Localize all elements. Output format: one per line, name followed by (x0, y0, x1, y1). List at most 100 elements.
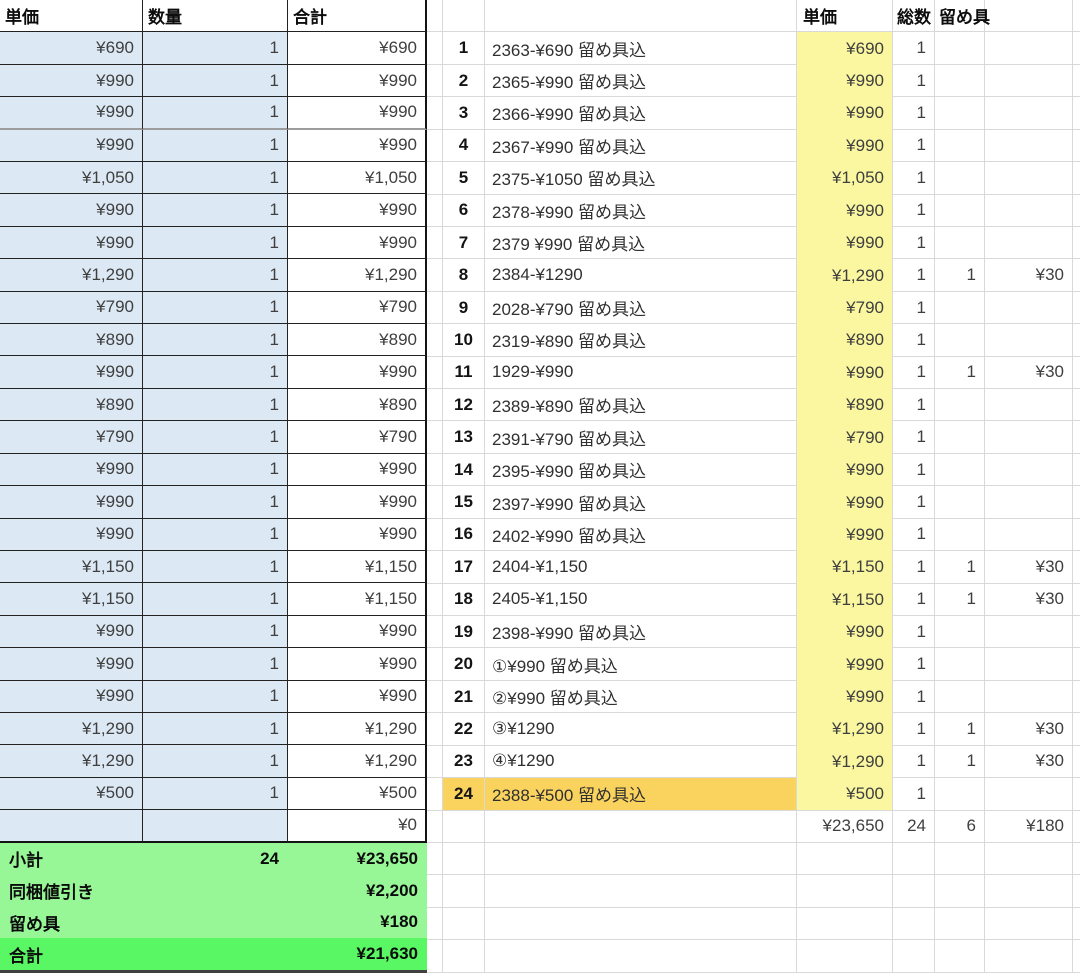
total-count-cell[interactable]: 1 (893, 486, 935, 519)
unit-price-cell[interactable]: ¥990 (797, 64, 893, 98)
clasp-amount-cell[interactable] (985, 421, 1073, 454)
clasp-count-cell[interactable] (935, 291, 985, 325)
row-number-cell[interactable]: 15 (443, 486, 485, 519)
row-number-cell[interactable]: 24 (443, 778, 485, 811)
clasp-count-cell[interactable] (935, 453, 985, 487)
unit-price-cell[interactable]: ¥790 (0, 291, 143, 325)
totals-count[interactable]: 24 (893, 810, 935, 843)
total-cell[interactable]: ¥1,150 (288, 583, 427, 616)
clasp-count-cell[interactable]: 1 (935, 745, 985, 779)
total-cell[interactable]: ¥890 (288, 324, 427, 357)
total-count-cell[interactable]: 1 (893, 129, 935, 163)
clasp-amount-cell[interactable] (985, 616, 1073, 649)
row-number-cell[interactable]: 8 (443, 259, 485, 292)
row-number-cell[interactable]: 5 (443, 162, 485, 195)
item-description-cell[interactable]: 2397-¥990 留め具込 (485, 486, 797, 519)
item-description-cell[interactable]: ③¥1290 (485, 713, 797, 746)
bundle-discount-quantity[interactable] (143, 874, 288, 907)
item-description-cell[interactable]: 2028-¥790 留め具込 (485, 291, 797, 325)
clasp-amount[interactable]: ¥180 (288, 906, 427, 939)
row-number-cell[interactable]: 7 (443, 226, 485, 260)
unit-price-cell[interactable]: ¥990 (797, 97, 893, 130)
quantity-cell[interactable]: 1 (143, 777, 288, 811)
quantity-cell[interactable]: 1 (143, 291, 288, 325)
unit-price-cell[interactable]: ¥1,150 (0, 550, 143, 584)
quantity-cell[interactable]: 1 (143, 518, 288, 551)
quantity-cell[interactable]: 1 (143, 129, 288, 163)
clasp-amount-cell[interactable] (985, 194, 1073, 227)
item-description-cell[interactable]: 2391-¥790 留め具込 (485, 421, 797, 454)
unit-price-cell[interactable]: ¥500 (0, 777, 143, 811)
clasp-count-cell[interactable] (935, 518, 985, 552)
unit-price-cell[interactable]: ¥1,290 (0, 745, 143, 778)
total-count-cell[interactable]: 1 (893, 518, 935, 552)
clasp-amount-cell[interactable] (985, 518, 1073, 552)
unit-price-cell[interactable]: ¥990 (0, 453, 143, 487)
unit-price-cell[interactable]: ¥690 (797, 32, 893, 65)
item-description-cell[interactable]: 2378-¥990 留め具込 (485, 194, 797, 227)
unit-price-cell[interactable]: ¥990 (0, 129, 143, 163)
quantity-cell[interactable]: 1 (143, 356, 288, 389)
unit-price-cell[interactable]: ¥1,290 (0, 712, 143, 746)
clasp-count-cell[interactable] (935, 389, 985, 422)
item-description-cell[interactable]: 2398-¥990 留め具込 (485, 616, 797, 649)
clasp-count-cell[interactable] (935, 486, 985, 519)
total-count-cell[interactable]: 1 (893, 680, 935, 714)
total-cell[interactable]: ¥990 (288, 680, 427, 713)
row-number-cell[interactable]: 1 (443, 32, 485, 65)
item-description-cell[interactable]: 1929-¥990 (485, 356, 797, 390)
left-header-unit-price[interactable]: 単価 (0, 0, 143, 33)
clasp-count-cell[interactable] (935, 162, 985, 195)
quantity-cell[interactable]: 1 (143, 194, 288, 227)
left-header-total[interactable]: 合計 (288, 0, 427, 33)
row-number-cell[interactable]: 12 (443, 389, 485, 422)
clasp-count-cell[interactable] (935, 324, 985, 357)
total-cell[interactable]: ¥990 (288, 226, 427, 260)
item-description-cell[interactable]: 2363-¥690 留め具込 (485, 32, 797, 65)
quantity-cell[interactable]: 1 (143, 712, 288, 746)
total-count-cell[interactable]: 1 (893, 583, 935, 617)
bundle-discount-amount[interactable]: ¥2,200 (288, 874, 427, 907)
unit-price-cell[interactable]: ¥990 (0, 486, 143, 519)
item-description-cell[interactable]: 2389-¥890 留め具込 (485, 389, 797, 422)
total-cell[interactable]: ¥1,290 (288, 712, 427, 746)
clasp-quantity[interactable] (143, 906, 288, 939)
clasp-count-cell[interactable] (935, 194, 985, 227)
total-count-cell[interactable]: 1 (893, 453, 935, 487)
total-count-cell[interactable]: 1 (893, 226, 935, 260)
total-cell[interactable]: ¥990 (288, 129, 427, 163)
row-number-cell[interactable]: 14 (443, 453, 485, 487)
clasp-count-cell[interactable] (935, 97, 985, 130)
unit-price-cell[interactable]: ¥990 (0, 356, 143, 389)
item-description-cell[interactable]: 2365-¥990 留め具込 (485, 64, 797, 98)
item-description-cell[interactable]: 2405-¥1,150 (485, 583, 797, 617)
total-cell[interactable]: ¥990 (288, 486, 427, 519)
total-cell[interactable]: ¥990 (288, 64, 427, 98)
unit-price-cell[interactable]: ¥1,290 (0, 259, 143, 292)
total-count-cell[interactable]: 1 (893, 259, 935, 292)
clasp-amount-cell[interactable] (985, 291, 1073, 325)
unit-price-cell[interactable]: ¥990 (797, 616, 893, 649)
item-description-cell[interactable]: 2375-¥1050 留め具込 (485, 162, 797, 195)
clasp-count-cell[interactable]: 1 (935, 259, 985, 292)
unit-price-cell[interactable]: ¥1,290 (797, 745, 893, 779)
totals-price[interactable]: ¥23,650 (797, 810, 893, 843)
unit-price-cell[interactable]: ¥1,150 (797, 583, 893, 617)
clasp-amount-cell[interactable] (985, 97, 1073, 130)
clasp-amount-cell[interactable] (985, 162, 1073, 195)
clasp-count-cell[interactable] (935, 32, 985, 65)
quantity-cell[interactable]: 1 (143, 162, 288, 195)
grand-total-label[interactable]: 合計 (0, 938, 143, 970)
unit-price-cell[interactable]: ¥990 (797, 194, 893, 227)
row-number-cell[interactable]: 18 (443, 583, 485, 617)
total-count-cell[interactable]: 1 (893, 291, 935, 325)
unit-price-cell[interactable]: ¥1,150 (797, 551, 893, 584)
quantity-cell[interactable] (143, 810, 288, 843)
right-header-unit-price[interactable]: 単価 (797, 0, 893, 33)
total-cell[interactable]: ¥990 (288, 648, 427, 681)
quantity-cell[interactable]: 1 (143, 226, 288, 260)
clasp-count-cell[interactable]: 1 (935, 551, 985, 584)
quantity-cell[interactable]: 1 (143, 388, 288, 422)
unit-price-cell[interactable]: ¥890 (797, 324, 893, 357)
clasp-amount-cell[interactable] (985, 648, 1073, 681)
